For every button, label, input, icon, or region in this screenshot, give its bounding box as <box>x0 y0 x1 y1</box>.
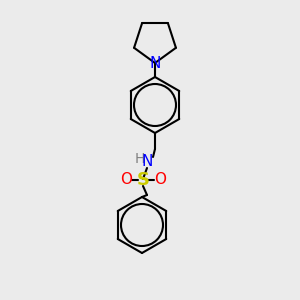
Text: O: O <box>120 172 132 188</box>
Text: O: O <box>154 172 166 188</box>
Text: N: N <box>149 56 161 70</box>
Text: H: H <box>135 152 145 166</box>
Text: N: N <box>141 154 153 169</box>
Text: S: S <box>136 171 149 189</box>
